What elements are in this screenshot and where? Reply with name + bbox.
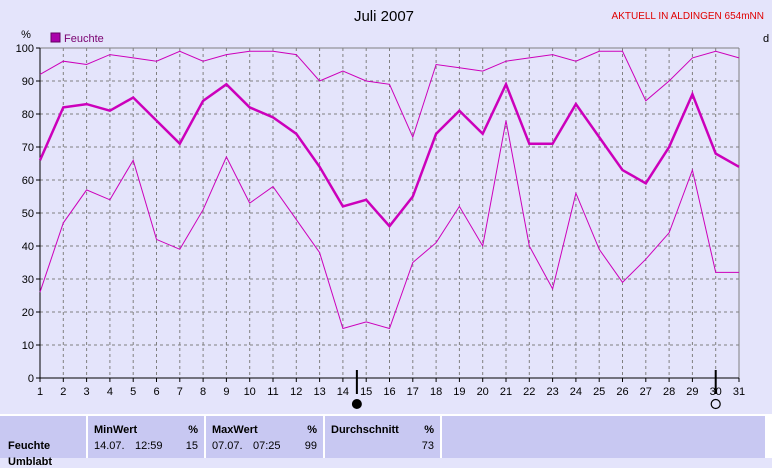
- x-tick-label: 8: [200, 386, 206, 398]
- min-header: MinWert: [94, 424, 138, 436]
- full-moon-icon: [710, 398, 721, 410]
- y-tick-label: 70: [22, 142, 34, 154]
- y-tick-label: 90: [22, 76, 34, 88]
- avg-value: 73: [421, 440, 434, 452]
- stats-panel: Feuchte Umblabt MinWert % 14.07. 12:59 1…: [0, 414, 772, 468]
- legend-swatch: [50, 32, 61, 43]
- min-time: 12:59: [135, 440, 163, 452]
- x-tick-label: 21: [500, 386, 512, 398]
- row-label-cell: Feuchte Umblabt: [0, 416, 86, 468]
- x-tick-label: 25: [593, 386, 605, 398]
- x-tick-label: 5: [130, 386, 136, 398]
- y-tick-label: 20: [22, 307, 34, 319]
- new-moon-icon: [351, 399, 362, 409]
- x-tick-label: 23: [546, 386, 558, 398]
- right-edge-label: d: [763, 33, 769, 45]
- x-tick-label: 7: [177, 386, 183, 398]
- y-tick-label: 40: [22, 241, 34, 253]
- series-line-avg: [38, 81, 740, 229]
- x-tick-label: 12: [290, 386, 302, 398]
- y-tick-label: 50: [22, 208, 34, 220]
- min-date: 14.07.: [94, 440, 125, 452]
- max-value: 99: [304, 440, 317, 452]
- x-tick-label: 18: [430, 386, 442, 398]
- x-tick-label: 17: [407, 386, 419, 398]
- x-tick-label: 3: [84, 386, 90, 398]
- max-time: 07:25: [253, 440, 281, 452]
- x-tick-label: 4: [107, 386, 113, 398]
- x-tick-label: 26: [616, 386, 628, 398]
- x-tick-label: 1: [37, 386, 43, 398]
- empty-cell: [442, 416, 765, 458]
- x-tick-label: 16: [383, 386, 395, 398]
- max-date: 07.07.: [212, 440, 243, 452]
- x-tick-label: 13: [313, 386, 325, 398]
- x-tick-label: 9: [223, 386, 229, 398]
- min-cell: MinWert % 14.07. 12:59 15: [88, 416, 204, 458]
- x-tick-label: 20: [477, 386, 489, 398]
- x-tick-label: 14: [337, 386, 349, 398]
- avg-cell: Durchschnitt % 73: [325, 416, 440, 458]
- max-header: MaxWert: [212, 424, 258, 436]
- humidity-chart: Juli 2007 AKTUELL IN ALDINGEN 654mNN % d…: [16, 8, 769, 410]
- min-unit: %: [188, 424, 198, 436]
- series-line-min: [39, 120, 739, 330]
- avg-unit: %: [424, 424, 434, 436]
- y-tick-label: 60: [22, 175, 34, 187]
- y-tick-label: 80: [22, 109, 34, 121]
- y-tick-label: 100: [16, 43, 34, 55]
- min-value: 15: [185, 440, 198, 452]
- row-label-feuchte: Feuchte: [8, 440, 51, 452]
- location-banner: AKTUELL IN ALDINGEN 654mNN: [612, 11, 764, 22]
- x-tick-label: 29: [686, 386, 698, 398]
- x-tick-label: 2: [60, 386, 66, 398]
- x-tick-label: 28: [663, 386, 675, 398]
- x-tick-label: 6: [153, 386, 159, 398]
- x-tick-label: 11: [267, 386, 278, 398]
- avg-header: Durchschnitt: [331, 424, 399, 436]
- x-tick-label: 10: [244, 386, 256, 398]
- x-tick-label: 27: [640, 386, 652, 398]
- max-unit: %: [307, 424, 317, 436]
- max-cell: MaxWert % 07.07. 07:25 99: [206, 416, 323, 458]
- chart-title: Juli 2007: [354, 8, 414, 25]
- legend: Feuchte: [50, 32, 104, 45]
- x-tick-label: 22: [523, 386, 535, 398]
- x-tick-label: 15: [360, 386, 372, 398]
- series-line-max: [39, 50, 740, 139]
- x-tick-label: 24: [570, 386, 582, 398]
- x-tick-label: 19: [453, 386, 465, 398]
- legend-label: Feuchte: [64, 33, 104, 45]
- x-tick-label: 31: [733, 386, 745, 398]
- y-tick-label: 30: [22, 274, 34, 286]
- y-tick-label: 0: [28, 373, 34, 385]
- y-axis-unit: %: [21, 29, 31, 41]
- y-tick-label: 10: [22, 340, 34, 352]
